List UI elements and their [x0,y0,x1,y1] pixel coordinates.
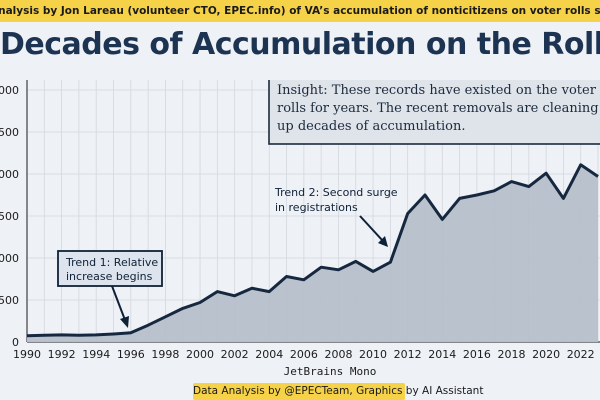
x-tick-label: 2014 [428,348,456,361]
x-tick-label: 2008 [324,348,352,361]
x-tick-label: 2016 [463,348,491,361]
x-axis-ticks: 1990 1992 1994 1996 1998 2000 2002 2004 2006 2008… [13,348,595,361]
x-tick-label: 2022 [567,348,595,361]
x-tick-label: 1990 [13,348,41,361]
x-tick-label: 2012 [394,348,422,361]
insight-line-3: up decades of accumulation. [277,119,465,134]
annotation-trend-2-arrow [359,215,383,241]
series-line [26,163,599,338]
x-tick-label: 2010 [359,348,387,361]
y-axis-ticks: 0 500 1000 1500 2000 2500 3000 [0,84,19,349]
annotation-trend-1-arrow [111,285,126,321]
insight-line-2: rolls for years. The recent removals are… [277,101,599,116]
annotation-trend-2-arrowhead [378,236,388,247]
y-tick-label: 2500 [0,126,19,139]
x-tick-label: 2004 [255,348,283,361]
annotation-trend-2-line-2: in registrations [275,201,358,214]
x-tick-label: 2006 [290,348,318,361]
x-axis-label: JetBrains Mono [284,365,377,378]
y-tick-label: 1500 [0,210,19,223]
y-tick-label: 1000 [0,252,19,265]
annotation-trend-2: Trend 2: Second surge in registrations [274,186,398,247]
x-tick-label: 2018 [497,348,525,361]
footer-credit: Data Analysis by @EPECTeam, Graphics by … [193,383,483,400]
x-tick-label: 1994 [82,348,110,361]
annotation-trend-2-line-1: Trend 2: Second surge [274,186,398,199]
y-tick-label: 0 [12,336,19,349]
y-tick-label: 2000 [0,168,19,181]
area-chart: 050010001500200025003000 199019921994199… [0,80,600,378]
x-tick-label: 2020 [532,348,560,361]
insight-line-1: Insight: These records have existed on t… [277,83,597,98]
x-tick-label: 1996 [117,348,145,361]
x-tick-label: 1992 [48,348,76,361]
x-tick-label: 2002 [221,348,249,361]
annotation-trend-1-arrowhead [120,316,129,328]
y-tick-label: 3000 [0,84,19,97]
insight-box: Insight: These records have existed on t… [268,80,600,145]
page-title: Decades of Accumulation on the Rolls [0,27,600,62]
x-tick-label: 2000 [186,348,214,361]
area-fill [27,164,598,342]
annotation-trend-1-line-1: Trend 1: Relative [65,256,158,269]
annotation-trend-1-line-2: increase begins [66,270,153,283]
annotation-trend-1: Trend 1: Relative increase begins [57,250,163,328]
x-tick-label: 1998 [151,348,179,361]
y-tick-label: 500 [0,294,19,307]
top-banner: Analysis by Jon Lareau (volunteer CTO, E… [0,0,600,22]
